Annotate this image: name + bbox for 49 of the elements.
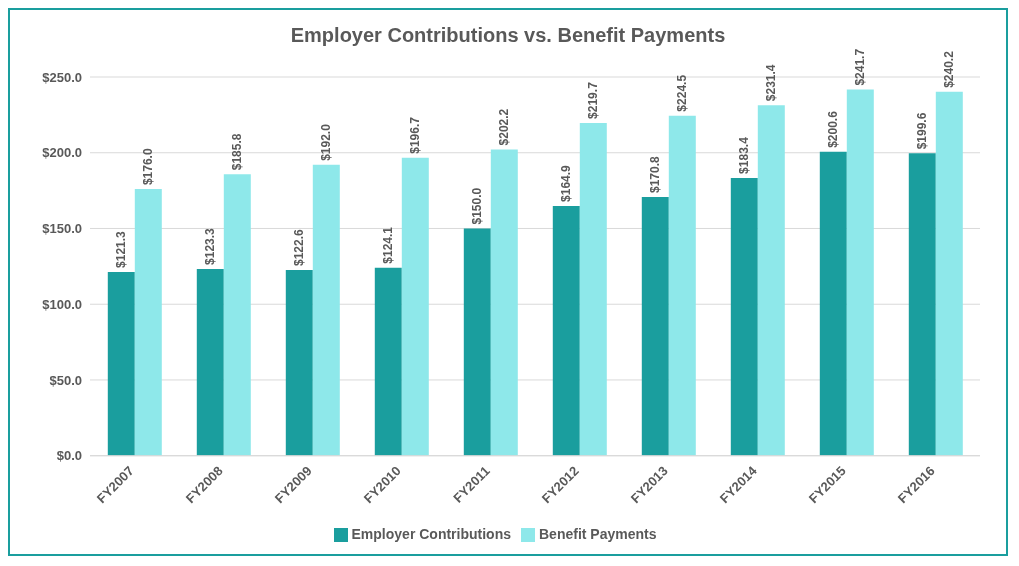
bar (196, 268, 224, 456)
data-label: $202.2 (497, 108, 512, 146)
bar (107, 271, 135, 456)
y-tick-label: $250.0 (42, 69, 82, 85)
chart-title: Employer Contributions vs. Benefit Payments (289, 23, 727, 47)
data-label: $231.4 (764, 64, 779, 102)
data-label: $196.7 (408, 116, 423, 154)
bar (223, 174, 251, 456)
bar (552, 205, 580, 456)
y-tick-label: $0.0 (56, 448, 82, 464)
data-label: $124.1 (381, 226, 396, 264)
y-tick-label: $50.0 (49, 372, 82, 388)
data-label: $199.6 (915, 112, 930, 150)
bar (730, 177, 758, 456)
bar (134, 189, 162, 456)
y-tick-label: $200.0 (42, 145, 82, 161)
bar (401, 157, 429, 456)
y-tick-label: $100.0 (42, 296, 82, 312)
data-label: $200.6 (826, 110, 841, 148)
bar (490, 149, 518, 456)
bar (312, 164, 340, 456)
data-label: $240.2 (942, 50, 957, 88)
y-tick-label: $150.0 (42, 221, 82, 237)
bar (668, 115, 696, 456)
legend-label: Benefit Payments (538, 525, 657, 542)
bar (641, 196, 669, 456)
data-label: $183.4 (737, 136, 752, 174)
data-label: $170.8 (648, 155, 663, 193)
bar (935, 91, 963, 456)
bar (819, 151, 847, 456)
bar (757, 105, 785, 456)
data-label: $164.9 (559, 164, 574, 202)
legend-label: Employer Contributions (351, 525, 511, 542)
data-label: $219.7 (586, 81, 601, 119)
data-label: $176.0 (141, 148, 156, 186)
bar (846, 89, 874, 456)
data-label: $123.3 (203, 227, 218, 265)
data-label: $185.8 (230, 133, 245, 171)
bar (908, 153, 936, 456)
data-label: $121.3 (114, 230, 129, 268)
data-label: $150.0 (470, 187, 485, 225)
bar (579, 122, 607, 456)
bar (374, 267, 402, 456)
data-label: $241.7 (853, 48, 868, 86)
bar (463, 228, 491, 456)
data-label: $224.5 (675, 74, 690, 112)
bar (285, 269, 313, 456)
data-label: $192.0 (319, 123, 334, 161)
data-label: $122.6 (292, 228, 307, 266)
